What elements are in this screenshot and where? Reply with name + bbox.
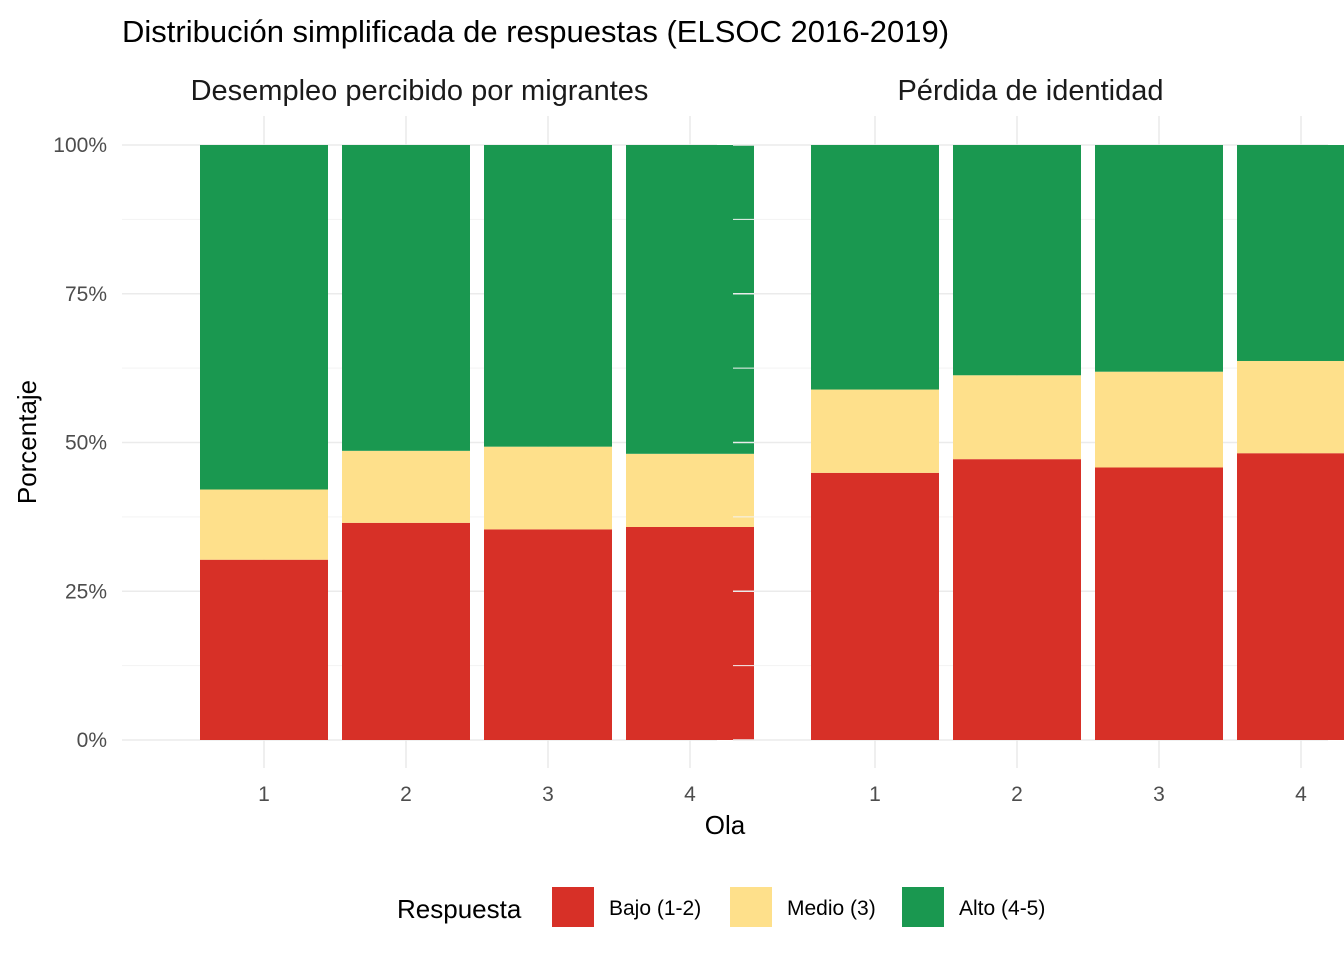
legend: Respuesta Bajo (1-2) Medio (3) Alto (4-5) [397,887,1045,927]
x-tick-label: 1 [869,783,881,806]
bar-segment-bajo [484,529,612,740]
legend-label: Alto (4-5) [959,897,1045,920]
bar-segment-medio [1095,371,1223,468]
x-tick-label: 3 [1153,783,1165,806]
x-tick-label: 2 [400,783,412,806]
y-tick-label: 50% [65,432,107,455]
bar-segment-alto [484,145,612,447]
bar-segment-alto [953,145,1081,376]
bar-segment-bajo [811,472,939,740]
y-axis-label: Porcentaje [12,380,42,504]
y-tick-label: 0% [77,729,107,752]
legend-label: Bajo (1-2) [609,897,701,920]
bar-segment-alto [342,145,470,451]
bar-segment-alto [626,145,754,454]
x-tick-label: 2 [1011,783,1023,806]
x-tick-label: 1 [258,783,270,806]
bar-segment-bajo [953,459,1081,740]
bar-segment-medio [626,453,754,527]
legend-key [902,887,944,927]
bar-segment-medio [1237,360,1344,454]
legend-item: Bajo (1-2) [552,887,701,927]
bar-segment-bajo [1095,467,1223,740]
bar-segment-alto [811,145,939,390]
legend-key [552,887,594,927]
legend-item: Medio (3) [730,887,876,927]
y-tick-label: 75% [65,283,107,306]
panel-1: Desempleo percibido por migrantes 1 2 3 4 0% 2… [53,75,754,806]
panel-2: Pérdida de identidad 1 2 3 4 [733,75,1344,806]
bar-segment-bajo [200,559,328,740]
bar-segment-medio [953,375,1081,460]
facet-panels: Desempleo percibido por migrantes 1 2 3 4 0% 2… [53,75,1344,806]
x-tick-label: 4 [684,783,696,806]
legend-key [730,887,772,927]
y-tick-label: 25% [65,580,107,603]
x-axis-label: Ola [705,810,746,840]
x-tick-label: 4 [1295,783,1307,806]
x-tick-label: 3 [542,783,554,806]
bar-segment-alto [1095,145,1223,372]
bar-segment-medio [342,450,470,523]
legend-item: Alto (4-5) [902,887,1045,927]
legend-label: Medio (3) [787,897,876,920]
facet-title: Desempleo percibido por migrantes [191,75,649,107]
legend-title: Respuesta [397,894,522,924]
facet-title: Pérdida de identidad [897,75,1163,107]
bar-segment-bajo [626,526,754,740]
bar-segment-medio [811,389,939,473]
y-tick-label: 100% [53,134,107,157]
bar-segment-bajo [342,522,470,740]
bar-segment-alto [200,145,328,490]
bar-segment-alto [1237,145,1344,361]
bar-segment-bajo [1237,453,1344,740]
bar-segment-medio [484,446,612,530]
bar-segment-medio [200,489,328,560]
chart-title: Distribución simplificada de respuestas … [122,14,949,49]
